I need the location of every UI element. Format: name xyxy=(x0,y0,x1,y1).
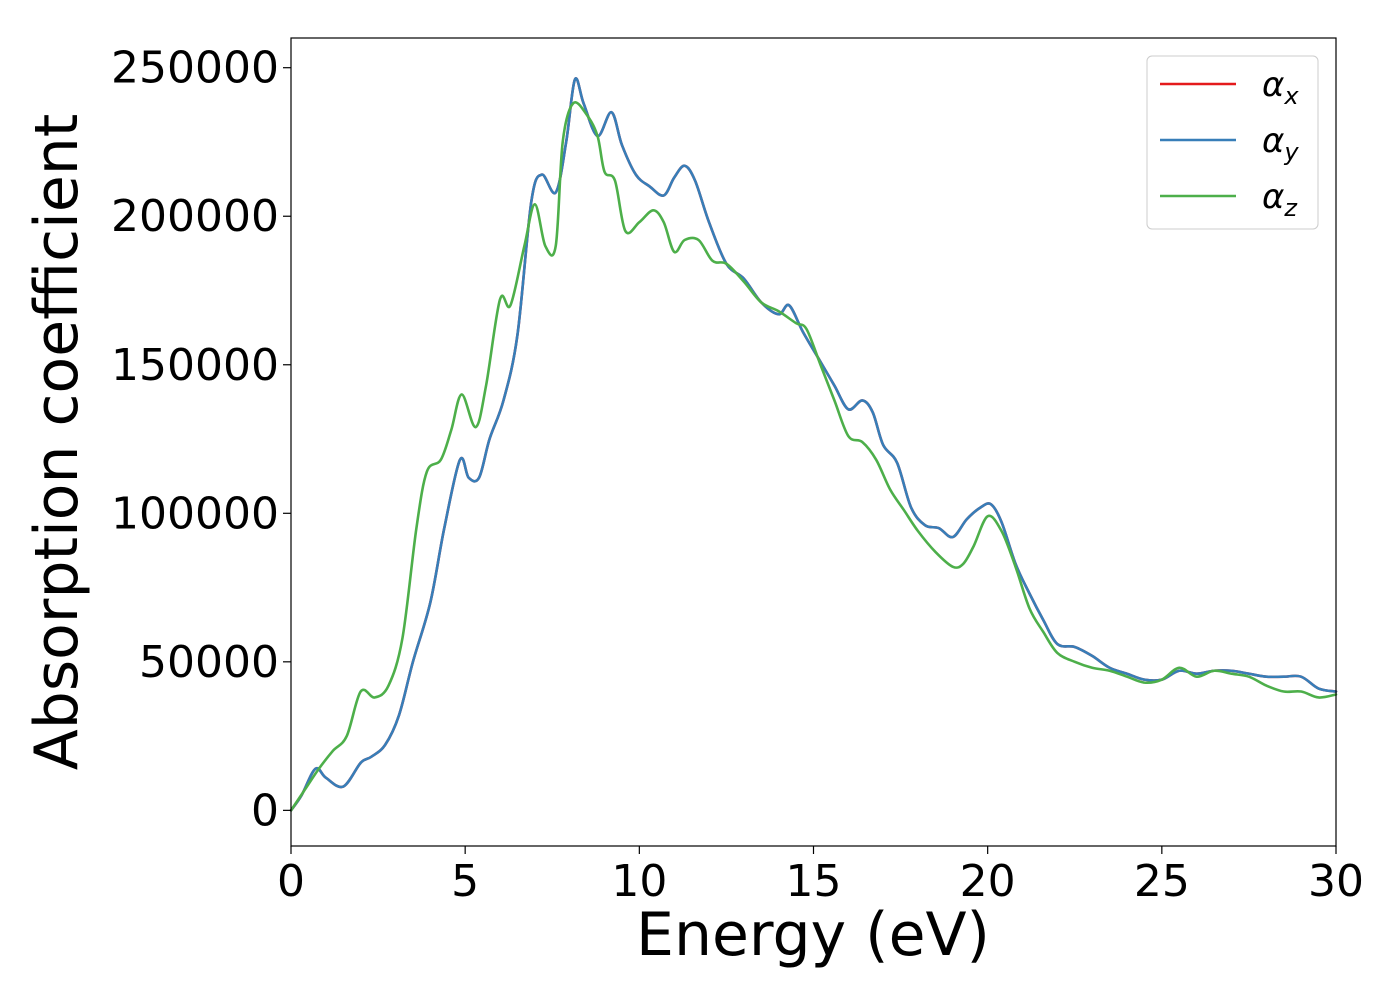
y-tick-label: 0 xyxy=(251,785,279,836)
y-tick-label: 50000 xyxy=(139,637,279,688)
x-axis-label: Energy (eV) xyxy=(636,900,990,970)
y-axis: 0 50000 100000 150000 200000 250000 xyxy=(111,43,291,836)
y-tick-label: 150000 xyxy=(111,340,279,391)
x-tick-label: 20 xyxy=(960,856,1016,907)
x-tick-label: 0 xyxy=(277,856,305,907)
series-layer xyxy=(289,77,1338,812)
y-axis-label: Absorption coefficient xyxy=(22,114,92,771)
series-line-z xyxy=(289,101,1338,812)
x-axis: 0 5 10 15 20 25 30 xyxy=(277,846,1364,907)
legend-label-x: αx xyxy=(1262,65,1299,110)
x-tick-label: 15 xyxy=(786,856,842,907)
series-line-y xyxy=(289,77,1338,812)
legend-label-y: αy xyxy=(1262,121,1299,166)
x-tick-label: 30 xyxy=(1308,856,1364,907)
y-tick-label: 100000 xyxy=(111,488,279,539)
y-tick-label: 250000 xyxy=(111,43,279,94)
x-tick-label: 10 xyxy=(611,856,667,907)
x-tick-label: 5 xyxy=(451,856,479,907)
legend-box xyxy=(1146,55,1319,230)
legend-label-z: αz xyxy=(1262,177,1298,222)
legend: αx αy αz xyxy=(1146,55,1319,230)
y-tick-label: 200000 xyxy=(111,191,279,242)
x-tick-label: 25 xyxy=(1134,856,1190,907)
